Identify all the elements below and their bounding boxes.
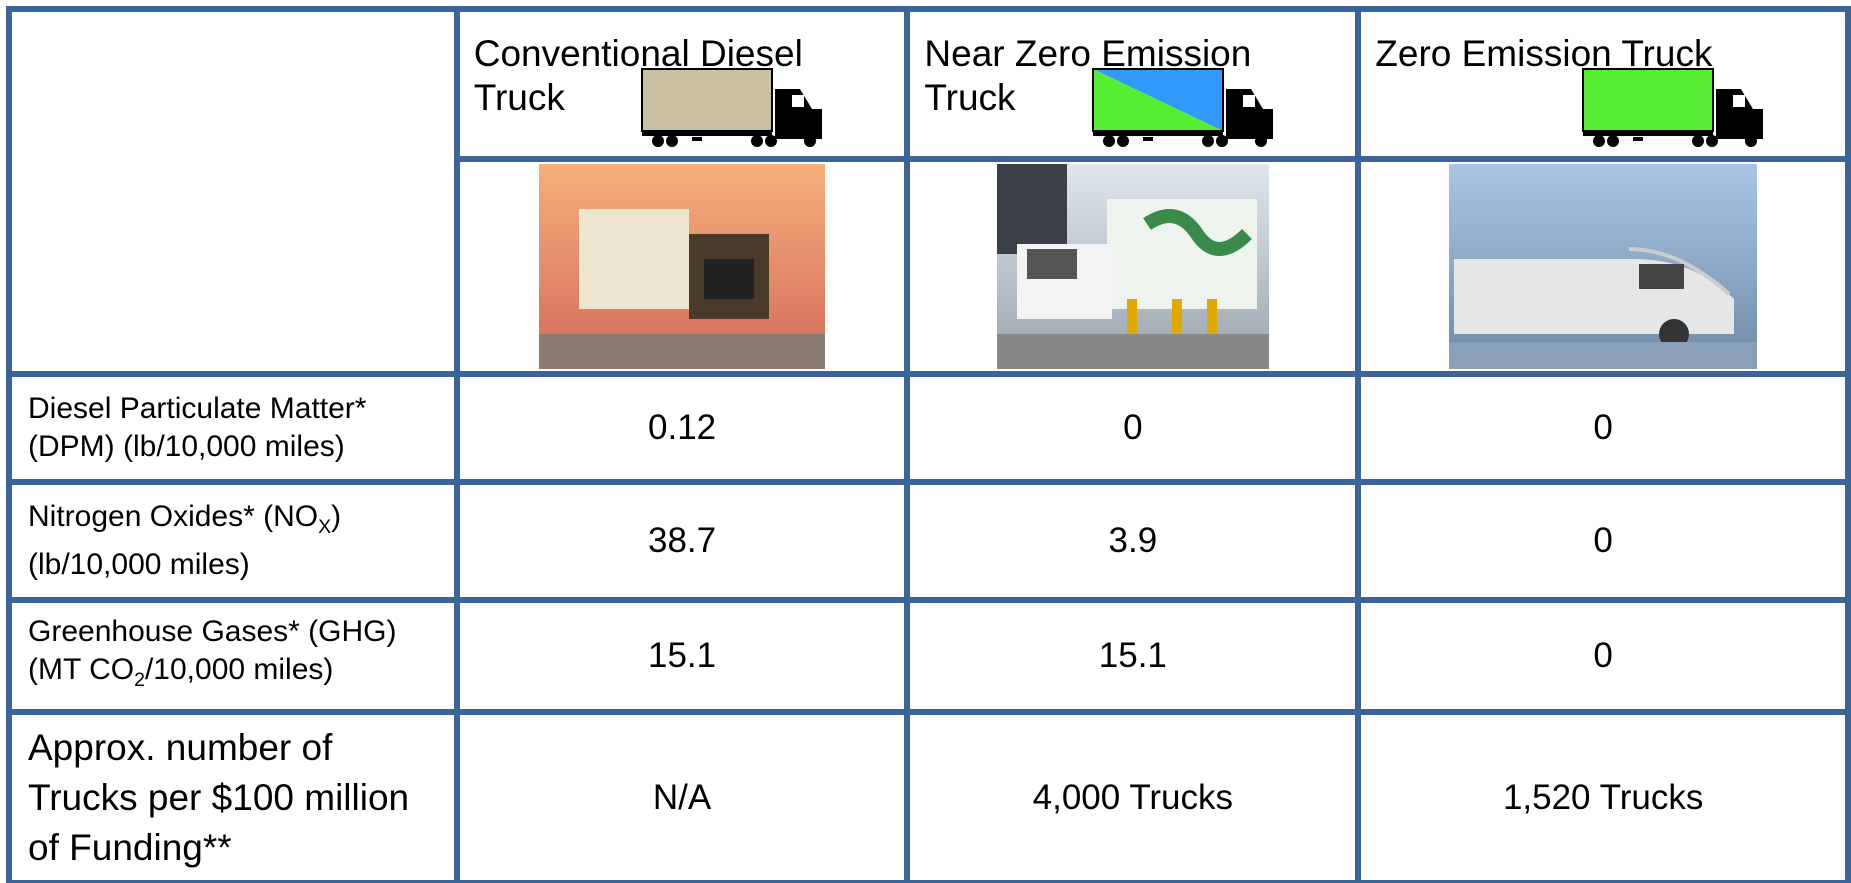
label-line: Approx. number of — [28, 723, 454, 773]
column-title: Zero Emission Truck — [1375, 33, 1713, 74]
value-cell: 3.9 — [904, 479, 1362, 603]
truck-photo — [460, 164, 905, 369]
label-text: Nitrogen Oxides* (NO — [28, 500, 319, 533]
column-title: Conventional Diesel Truck — [473, 33, 803, 118]
value-cell: 15.1 — [904, 597, 1362, 715]
photo-cell — [453, 156, 911, 377]
truck-photo — [910, 164, 1355, 369]
photo-cell — [904, 156, 1362, 377]
value-cell: 38.7 — [453, 479, 911, 603]
label-line: of Funding** — [28, 823, 454, 873]
value-cell: 0 — [1355, 371, 1851, 485]
value-cell: 0 — [904, 371, 1362, 485]
corner-cell — [6, 6, 460, 377]
truck-photo — [1361, 164, 1845, 369]
label-text: Trucks per $100 million — [28, 776, 410, 818]
truck-icon — [1088, 65, 1283, 152]
label-text: Approx. number of — [28, 726, 333, 768]
value-cell: 15.1 — [453, 597, 911, 715]
row-label: Approx. number of Trucks per $100 million… — [12, 723, 454, 873]
label-line: (DPM) (lb/10,000 miles) — [28, 428, 454, 466]
header-cell: Conventional Diesel Truck — [453, 6, 911, 162]
label-line: Diesel Particulate Matter* — [28, 390, 454, 428]
row-label: Nitrogen Oxides* (NOX) (lb/10,000 miles) — [12, 498, 454, 584]
label-line: (lb/10,000 miles) — [28, 546, 454, 584]
label-text: 2 — [134, 669, 145, 691]
value-cell: 0 — [1355, 479, 1851, 603]
label-text: (lb/10,000 miles) — [28, 548, 250, 581]
row-label-cell: Approx. number of Trucks per $100 million… — [6, 709, 460, 883]
label-line: Greenhouse Gases* (GHG) — [28, 613, 454, 651]
value-cell: 4,000 Trucks — [904, 709, 1362, 883]
photo-row — [9, 156, 1851, 377]
header-row: Conventional Diesel Truck Near Zero Emis… — [6, 6, 1851, 377]
column-title: Near Zero Emission Truck — [924, 33, 1252, 118]
value-cell: 0 — [1355, 597, 1851, 715]
value-cell: N/A — [453, 709, 911, 883]
row-label-cell: Nitrogen Oxides* (NOX) (lb/10,000 miles) — [6, 479, 460, 603]
data-row: Greenhouse Gases* (GHG) (MT CO2/10,000 mi… — [6, 597, 1851, 715]
row-label: Diesel Particulate Matter* (DPM) (lb/10,0… — [12, 390, 454, 466]
row-label: Greenhouse Gases* (GHG) (MT CO2/10,000 mi… — [12, 613, 454, 699]
header-cell: Near Zero Emission Truck — [904, 6, 1362, 162]
truck-icon — [637, 65, 832, 152]
label-line: Nitrogen Oxides* (NOX) — [28, 498, 454, 546]
data-row: Nitrogen Oxides* (NOX) (lb/10,000 miles) 3… — [6, 479, 1851, 603]
label-text: Diesel Particulate Matter* — [28, 392, 367, 425]
label-text: (MT CO — [28, 653, 135, 686]
row-label-cell: Greenhouse Gases* (GHG) (MT CO2/10,000 mi… — [6, 597, 460, 715]
comparison-table: Conventional Diesel Truck Near Zero Emis… — [6, 6, 1851, 883]
label-text: X — [318, 516, 332, 538]
label-text: Greenhouse Gases* (GHG) — [28, 615, 397, 648]
label-text: (DPM) (lb/10,000 miles) — [28, 430, 345, 463]
photo-cell — [1355, 156, 1851, 377]
label-text: ) — [331, 500, 342, 533]
data-row: Diesel Particulate Matter* (DPM) (lb/10,0… — [6, 371, 1851, 485]
truck-icon — [1578, 65, 1773, 152]
label-line: (MT CO2/10,000 miles) — [28, 651, 454, 699]
label-text: of Funding** — [28, 826, 232, 868]
label-line: Trucks per $100 million — [28, 773, 454, 823]
label-text: /10,000 miles) — [144, 653, 334, 686]
data-row: Approx. number of Trucks per $100 million… — [6, 709, 1851, 883]
row-label-cell: Diesel Particulate Matter* (DPM) (lb/10,0… — [6, 371, 460, 485]
header-cell: Zero Emission Truck — [1355, 6, 1851, 162]
value-cell: 0.12 — [453, 371, 911, 485]
value-cell: 1,520 Trucks — [1355, 709, 1851, 883]
